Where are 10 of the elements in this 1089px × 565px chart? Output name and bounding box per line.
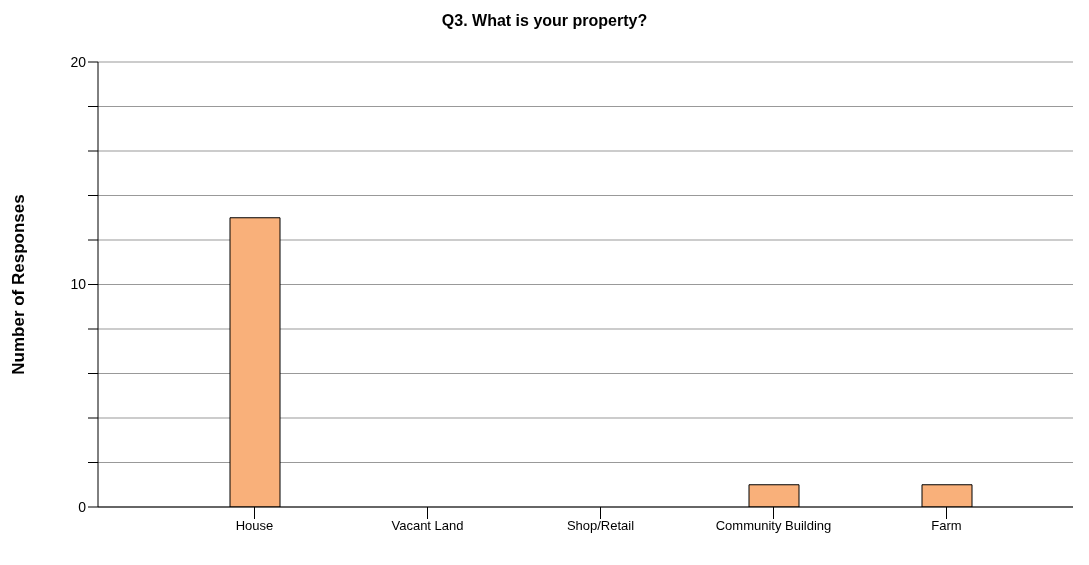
y-tick-label: 20	[70, 53, 87, 70]
y-axis-title: Number of Responses	[9, 194, 29, 375]
x-tick-label: House	[235, 518, 274, 534]
x-tick-label: Shop/Retail	[566, 518, 635, 534]
x-tick-label: Vacant Land	[391, 518, 464, 534]
x-tick-label: Community Building	[715, 518, 832, 534]
y-tick-label: 10	[70, 276, 87, 293]
y-tick-label: 0	[78, 498, 87, 515]
chart-title: Q3. What is your property?	[440, 12, 649, 31]
x-tick-label: Farm	[931, 518, 962, 534]
